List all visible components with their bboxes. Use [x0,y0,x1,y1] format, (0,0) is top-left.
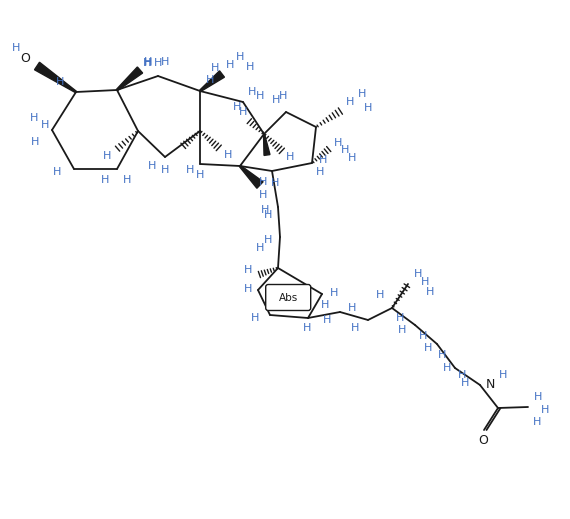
Text: H: H [421,277,429,287]
Text: H: H [251,313,259,323]
Text: H: H [272,95,280,105]
Text: H: H [244,284,252,294]
Text: H: H [256,243,264,253]
Text: H: H [148,161,156,171]
Text: H: H [31,137,39,147]
Text: H: H [426,287,434,297]
Text: H: H [211,63,219,73]
Text: H: H [424,343,432,353]
Text: H: H [346,97,354,107]
Text: H: H [56,77,64,87]
Text: H: H [186,165,194,175]
Text: H: H [259,177,267,187]
Text: H: H [103,151,111,161]
Text: H: H [414,269,422,279]
Polygon shape [35,62,76,93]
Text: H: H [12,43,20,53]
Text: H: H [261,205,269,215]
Text: H: H [226,60,234,70]
Text: H: H [330,288,338,298]
Text: H: H [264,210,272,220]
Text: H: H [143,58,151,68]
Text: H: H [259,190,267,200]
Text: H: H [341,145,349,155]
Polygon shape [200,71,225,92]
Text: H: H [264,235,272,245]
Text: H: H [438,350,446,360]
FancyBboxPatch shape [266,284,311,310]
Text: H: H [321,300,329,310]
Text: H: H [398,325,406,335]
Text: H: H [319,155,327,165]
Text: H: H [53,167,61,177]
Text: Abs: Abs [279,293,298,303]
Text: H: H [233,102,241,112]
Text: H: H [30,113,38,123]
Text: H: H [396,313,404,323]
Text: H: H [461,378,469,388]
Text: H: H [458,370,466,380]
Text: H: H [376,290,384,300]
Text: H: H [161,165,169,175]
Text: H: H [224,150,232,160]
Text: H: H [101,175,109,185]
Text: N: N [485,378,495,391]
Text: H: H [348,153,356,163]
Text: H: H [348,303,356,313]
Text: H: H [271,178,279,188]
Text: H: H [144,58,152,68]
Text: H: H [419,331,427,341]
Text: H: H [154,58,162,68]
Text: H: H [316,167,324,177]
Text: O: O [478,433,488,446]
Text: H: H [364,103,372,113]
Text: H: H [358,89,366,99]
Text: H: H [323,315,331,325]
Text: H: H [534,392,542,402]
Text: H: H [541,405,549,415]
Text: H: H [161,57,169,67]
Text: H: H [41,120,49,130]
Text: H: H [144,57,152,67]
Polygon shape [239,166,263,188]
Text: H: H [196,170,204,180]
Text: O: O [20,51,30,64]
Text: H: H [123,175,131,185]
Text: H: H [239,107,247,117]
Polygon shape [116,67,142,91]
Text: H: H [286,152,294,162]
Text: H: H [334,138,342,148]
Text: H: H [206,75,214,85]
Text: H: H [246,62,254,72]
Text: H: H [499,370,507,380]
Text: H: H [236,52,244,62]
Text: H: H [248,87,256,97]
Text: H: H [533,417,541,427]
Text: H: H [279,91,287,101]
Text: H: H [351,323,359,333]
Text: H: H [256,91,264,101]
Text: H: H [244,265,252,275]
Text: H: H [303,323,311,333]
Text: H: H [443,363,451,373]
Polygon shape [263,134,270,155]
